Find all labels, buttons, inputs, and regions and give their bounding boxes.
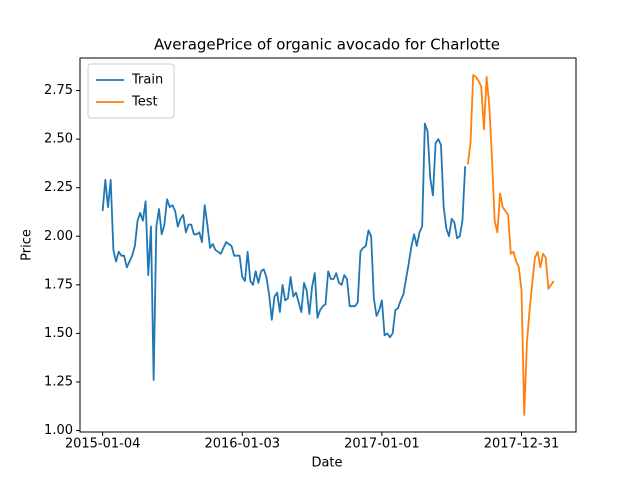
plot-frame xyxy=(79,57,577,433)
y-tick-label: 1.75 xyxy=(44,277,73,292)
x-tick-label: 2017-01-01 xyxy=(344,437,420,452)
x-tick-label: 2016-01-03 xyxy=(204,437,280,452)
y-tick-label: 1.00 xyxy=(44,423,73,438)
legend-label: Test xyxy=(131,95,158,110)
y-tick-label: 1.50 xyxy=(44,326,73,341)
legend-box xyxy=(87,63,175,119)
legend-label: Train xyxy=(131,73,163,88)
chart-title: AveragePrice of organic avocado for Char… xyxy=(154,36,500,54)
y-tick-label: 2.50 xyxy=(44,132,73,147)
x-tick-label: 2015-01-04 xyxy=(65,437,141,452)
y-tick-label: 1.25 xyxy=(44,374,73,389)
x-tick-label: 2017-12-31 xyxy=(484,437,560,452)
y-tick-label: 2.75 xyxy=(44,83,73,98)
y-axis-label: Price xyxy=(20,229,35,261)
y-tick-label: 2.00 xyxy=(44,229,73,244)
y-tick-label: 2.25 xyxy=(44,180,73,195)
x-axis-label: Date xyxy=(311,456,342,471)
series-line xyxy=(101,122,467,381)
series-line xyxy=(466,74,555,416)
